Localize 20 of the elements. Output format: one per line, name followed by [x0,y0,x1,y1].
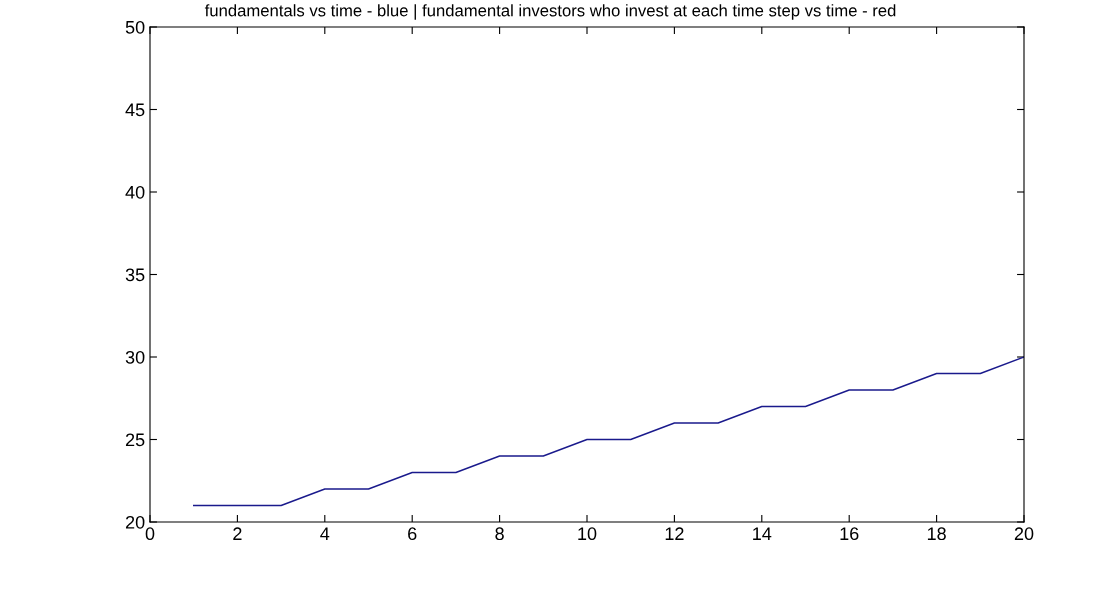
x-tick-label: 8 [495,527,504,541]
x-tick-label: 16 [840,527,859,541]
chart-title: fundamentals vs time - blue | fundamental investors who invest at each time step vs time - red [204,4,896,20]
x-tick-label: 10 [578,527,597,541]
x-tick-label: 18 [927,527,946,541]
y-tick-label: 20 [125,515,145,529]
line-series [193,356,1024,507]
x-tick-label: 2 [233,527,242,540]
x-tick-label: 6 [408,527,417,541]
y-tick-label: 30 [125,350,145,364]
x-tick-label: 20 [1014,527,1034,541]
x-tick-label: 0 [145,527,155,541]
x-tick-label: 12 [665,527,684,540]
y-tick-label: 35 [125,268,145,282]
x-tick-label: 14 [753,527,772,540]
y-tick-label: 45 [125,103,145,117]
y-tick-label: 50 [125,20,145,34]
y-tick-label: 25 [125,433,145,447]
y-tick-label: 40 [125,185,145,199]
x-tick-label: 4 [320,527,330,540]
